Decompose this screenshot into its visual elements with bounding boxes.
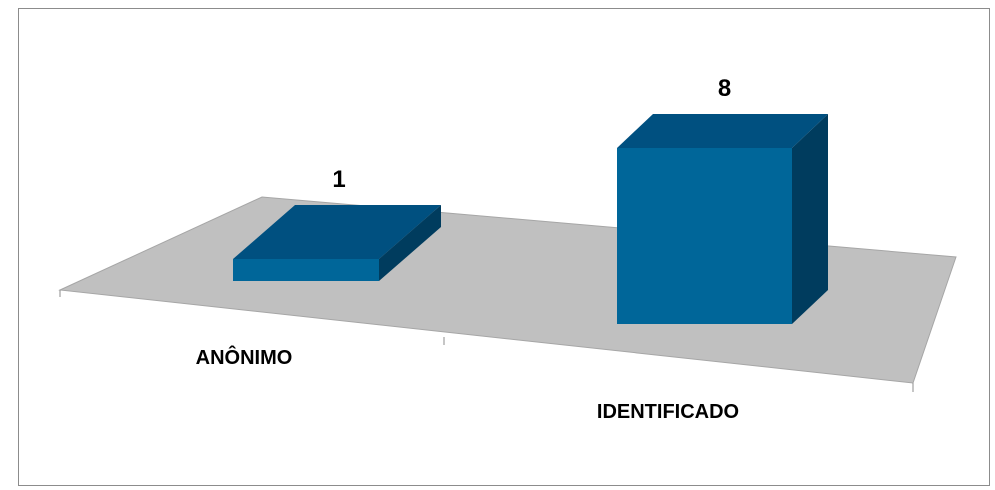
bar-front-face [617,148,792,324]
bar-front-face [233,259,379,281]
data-label: 8 [718,75,731,102]
bars-group [233,114,828,324]
bar-top-face [233,205,441,259]
bar-top-face [617,114,828,148]
data-label: 1 [332,166,345,193]
labels-group: 1 ANÔNIMO 8 IDENTIFICADO [196,75,739,423]
category-label: IDENTIFICADO [597,401,739,423]
bar-2 [617,114,828,324]
axis-ticks [59,290,914,392]
bar-side-face [379,205,441,281]
category-label: ANÔNIMO [196,345,293,369]
bar-side-face [792,114,828,324]
bar-1 [233,205,441,281]
